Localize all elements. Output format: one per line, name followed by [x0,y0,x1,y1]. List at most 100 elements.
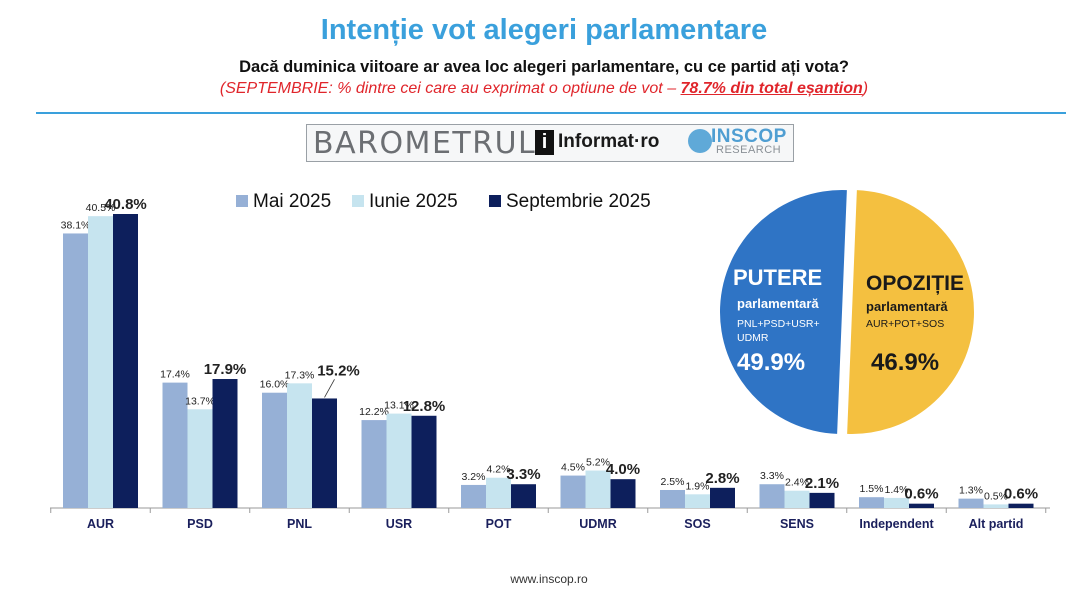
category-label-usr: USR [386,517,412,531]
page-title: Intenție vot alegeri parlamentare [320,14,768,46]
bar-series-group: 38.1% 40.5%40.8% AUR 17.4% 13.7% 17.9% PSD 16.0… [50,196,1050,531]
data-label-sos-series-1: 2.5% [661,476,685,488]
category-label-pot: POT [486,517,512,531]
data-label-udmr-series-1: 4.5% [561,462,585,474]
bar-pot-series-2 [486,477,511,508]
bar-sos-series-1 [660,489,685,508]
pie-opozitie-members: AUR+POT+SOS [866,318,944,330]
data-label-leader [324,379,335,398]
data-label-aur-series-1: 38.1% [61,219,91,231]
bar-alt-partid-series-1 [958,498,984,508]
legend-swatch-series-2 [352,195,364,207]
legend-swatch-series-1 [236,195,248,207]
pie-putere-members: PNL+PSD+USR+ UDMR [737,318,820,344]
data-label-pot-series-3: 3.3% [506,466,540,483]
category-label-aur: AUR [87,517,114,531]
category-label-alt-partid: Alt partid [969,517,1024,531]
informat-logo: Informat·ro [558,131,660,152]
pie-putere-name: PUTERE [733,265,822,290]
data-label-aur-series-2: 40.5% [86,202,116,214]
legend-label-series-3: Septembrie 2025 [506,191,651,212]
data-label-independent-series-1: 1.5% [860,483,884,495]
category-label-independent: Independent [859,517,934,531]
bar-psd-series-2 [187,409,213,508]
bar-psd-series-1 [162,382,188,508]
bar-sos-series-3 [710,487,735,508]
chart-legend: Mai 2025 Iunie 2025 Septembrie 2025 [236,191,651,212]
data-label-udmr-series-3: 4.0% [606,461,640,478]
data-label-independent-series-2: 1.4% [885,484,909,496]
bar-pnl-series-2 [287,383,312,508]
data-label-sos-series-3: 2.8% [705,470,739,487]
bar-sens-series-3 [809,492,835,508]
data-label-pnl-series-3: 15.2% [317,362,360,379]
sample-note: (SEPTEMBRIE: % dintre cei care au exprim… [0,80,1088,98]
data-label-pot-series-2: 4.2% [487,464,511,476]
bar-usr-series-3 [411,415,437,508]
informat-i-icon: i [535,130,554,155]
legend-swatch-series-3 [489,195,501,207]
data-label-independent-series-3: 0.6% [904,486,938,503]
data-label-psd-series-3: 17.9% [204,361,247,378]
barometru-logo: BAROMETRUL [313,126,537,161]
sample-note-highlight: 78.7% din total eșantion [680,80,863,97]
bar-sos-series-2 [685,494,710,508]
data-label-sens-series-3: 2.1% [805,475,839,492]
header-divider [36,112,1066,114]
data-label-usr-series-3: 12.8% [403,398,446,415]
logo-banner: BAROMETRUL i Informat·ro INSCOP RESEARCH [306,124,794,162]
legend-label-series-1: Mai 2025 [253,191,331,212]
data-label-udmr-series-2: 5.2% [586,457,610,469]
inscop-circle-icon [688,129,712,153]
data-label-psd-series-2: 13.7% [185,395,215,407]
category-label-pnl: PNL [287,517,312,531]
pie-opozitie-sub: parlamentară [866,299,948,314]
bar-udmr-series-3 [610,479,636,508]
bar-udmr-series-2 [585,470,611,508]
pie-slice-putere [720,189,847,434]
bar-alt-partid-series-2 [983,504,1009,508]
bar-sens-series-1 [759,484,785,508]
category-label-sos: SOS [684,517,710,531]
inscop-research-label: RESEARCH [716,144,782,156]
legend-label-series-2: Iunie 2025 [369,191,458,212]
category-label-psd: PSD [187,517,213,531]
bar-aur-series-1 [63,233,88,509]
category-label-sens: SENS [780,517,814,531]
pie-opozitie-name: OPOZIȚIE [866,272,964,295]
survey-question: Dacă duminica viitoare ar avea loc alege… [239,58,849,76]
data-label-psd-series-1: 17.4% [160,369,190,381]
bar-pnl-series-3 [312,398,337,508]
sample-note-suffix: ) [862,80,869,97]
bar-udmr-series-1 [560,475,586,508]
data-label-usr-series-1: 12.2% [359,406,389,418]
data-label-pnl-series-2: 17.3% [285,369,315,381]
bar-independent-series-1 [859,497,884,508]
bar-independent-series-3 [909,503,934,508]
bar-aur-series-3 [113,214,138,508]
footer-url: www.inscop.ro [510,572,588,586]
pie-putere-value: 49.9% [737,349,805,376]
category-label-udmr: UDMR [579,517,617,531]
data-label-sens-series-1: 3.3% [760,470,784,482]
data-label-sens-series-2: 2.4% [785,477,809,489]
sample-note-prefix: (SEPTEMBRIE: % dintre cei care au exprim… [219,80,681,97]
pie-slice-opozitie [847,190,974,434]
pie-opozitie-value: 46.9% [871,349,939,376]
bar-usr-series-2 [386,413,412,508]
inscop-logo: INSCOP [711,126,787,147]
bar-usr-series-1 [361,420,387,508]
data-label-alt-partid-series-2: 0.5% [984,490,1008,502]
bar-pot-series-3 [511,484,536,508]
data-label-aur-series-3: 40.8% [104,196,147,213]
bloc-pie-chart: PUTERE parlamentară PNL+PSD+USR+ UDMR 49.9% O… [720,189,974,434]
bar-independent-series-2 [884,497,909,508]
bar-pot-series-1 [461,484,486,508]
data-label-alt-partid-series-3: 0.6% [1004,486,1038,503]
data-label-sos-series-2: 1.9% [686,480,710,492]
bar-psd-series-3 [212,379,238,508]
bar-aur-series-2 [88,216,113,509]
data-label-pnl-series-1: 16.0% [260,379,290,391]
bar-alt-partid-series-3 [1008,503,1034,508]
